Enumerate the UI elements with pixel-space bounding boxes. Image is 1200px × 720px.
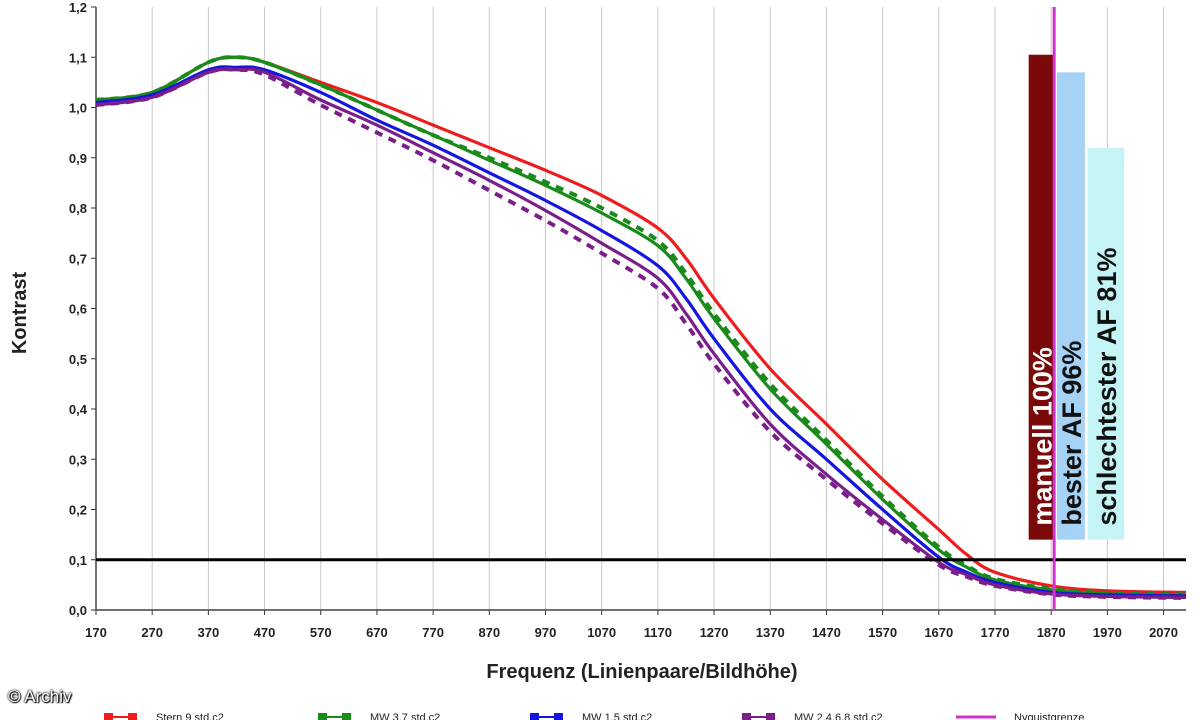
x-tick-label: 1270	[700, 625, 729, 640]
reference-lines	[96, 7, 1186, 610]
y-tick-label: 0,5	[69, 352, 87, 367]
legend-marker	[318, 713, 327, 720]
legend-marker	[554, 713, 563, 720]
x-tick-label: 1970	[1093, 625, 1122, 640]
series-line	[95, 67, 1187, 599]
legend-marker	[766, 713, 775, 720]
x-tick-label: 1870	[1037, 625, 1066, 640]
legend-marker	[128, 713, 137, 720]
legend-marker	[742, 713, 751, 720]
x-tick-label: 1470	[812, 625, 841, 640]
series-line	[95, 55, 1187, 597]
series-line	[95, 55, 1187, 594]
legend-marker	[342, 713, 351, 720]
series-lines	[95, 55, 1187, 600]
y-tick-label: 0,1	[69, 553, 87, 568]
x-tick-label: 470	[254, 625, 276, 640]
x-tick-label: 270	[141, 625, 163, 640]
percentage-bar	[1056, 72, 1085, 540]
x-tick-label: 670	[366, 625, 388, 640]
x-tick-label: 1670	[924, 625, 953, 640]
legend-marker	[104, 713, 113, 720]
y-tick-label: 0,0	[69, 603, 87, 618]
x-tick-label: 1370	[756, 625, 785, 640]
series-line	[95, 65, 1187, 598]
x-tick-label: 770	[422, 625, 444, 640]
x-tick-label: 370	[198, 625, 220, 640]
x-tick-label: 970	[535, 625, 557, 640]
percentage-bar	[1028, 54, 1054, 540]
y-tick-label: 0,9	[69, 151, 87, 166]
x-tick-label: 2070	[1149, 625, 1178, 640]
y-tick-label: 0,4	[69, 402, 88, 417]
legend-label: MW 3,7 std.c2	[370, 712, 440, 720]
x-tick-label: 1070	[587, 625, 616, 640]
y-tick-label: 0,8	[69, 201, 87, 216]
percentage-bars: manuell 100% bester AF 96% schlechtester A…	[1027, 54, 1125, 540]
bar-label: schlechtester AF 81%	[1092, 248, 1122, 526]
y-tick-label: 0,2	[69, 503, 87, 518]
x-tick-label: 1170	[644, 625, 672, 640]
x-axis-title: Frequenz (Linienpaare/Bildhöhe)	[486, 661, 797, 683]
legend-marker	[530, 713, 539, 720]
y-tick-label: 0,6	[69, 302, 87, 317]
x-tick-label: 1770	[981, 625, 1010, 640]
x-tick-label: 1570	[868, 625, 897, 640]
legend-label: MW 2,4,6,8 std.c2	[794, 712, 883, 720]
legend: Stern 9 std.c2 MW 3,7 std.c2 MW 1,5 std.c2…	[104, 712, 1084, 720]
y-tick-label: 0,7	[69, 251, 87, 266]
legend-label: Stern 9 std.c2	[156, 712, 224, 720]
x-tick-label: 870	[478, 625, 500, 640]
legend-label: MW 1,5 std.c2	[582, 712, 652, 720]
series-line	[95, 55, 1187, 597]
x-tick-label: 570	[310, 625, 332, 640]
grid	[151, 7, 1165, 610]
percentage-bar	[1087, 147, 1125, 540]
legend-label: Nyquistgrenze	[1014, 712, 1084, 720]
y-tick-label: 1,2	[69, 0, 87, 15]
y-tick-label: 1,1	[69, 50, 87, 65]
bar-label: bester AF 96%	[1057, 341, 1087, 526]
x-tick-label: 170	[85, 625, 107, 640]
bar-label: manuell 100%	[1027, 347, 1057, 526]
series-line	[95, 67, 1187, 600]
y-tick-label: 0,3	[69, 452, 87, 467]
y-tick-label: 1,0	[69, 101, 87, 116]
axes: 170 270 370 470 570 670 770 870 970 1070 1170 1270 1…	[69, 0, 1186, 640]
y-axis-title: Kontrast	[9, 272, 31, 355]
copyright-label: © Archiv	[8, 687, 72, 706]
